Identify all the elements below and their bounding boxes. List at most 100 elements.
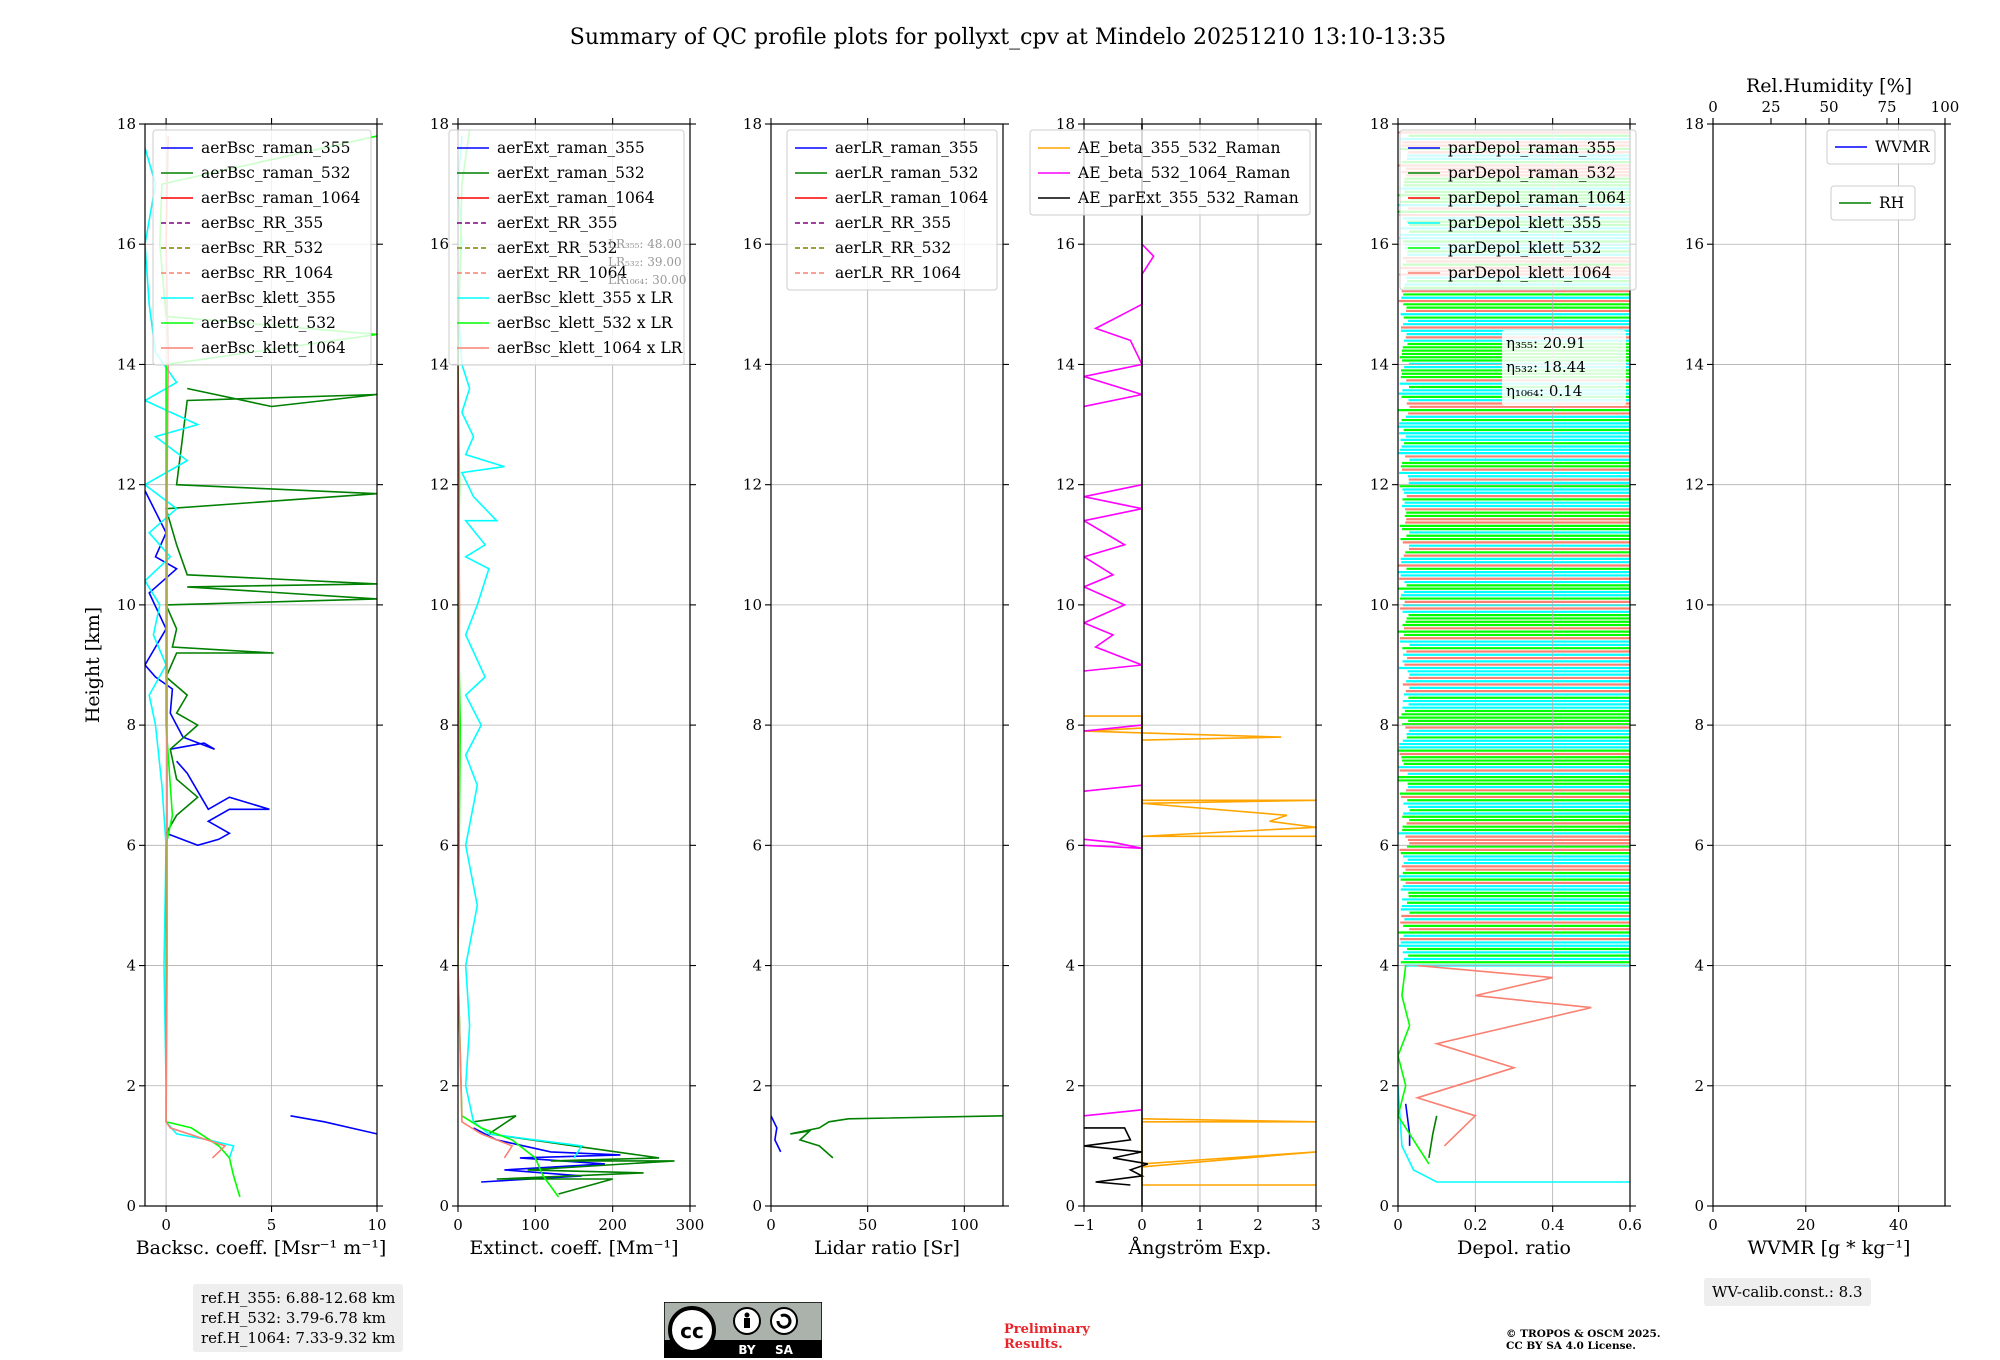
prelim-line-1: Preliminary [1004,1322,1090,1337]
y-tick-label: 12 [117,476,136,494]
axes-frame [1397,123,1631,1207]
legend-entry: aerLR_raman_1064 [835,189,988,207]
legend: WVMR RH [1826,129,1936,221]
series-layer [1398,964,1630,1183]
x-tick-label: 0 [1708,1216,1718,1234]
series-line-aerbsc-raman-355 [290,1115,377,1135]
legend-entry: aerExt_RR_532 [497,239,618,257]
series-line-ae-parext-355-532-raman [1084,1127,1149,1186]
wv-calib-const: WV-calib.const.: 8.3 [1712,1283,1863,1301]
y-tick-label: 16 [117,235,136,253]
legend-entry: aerLR_RR_355 [835,214,951,232]
y-tick-label: 8 [126,716,136,734]
series-layer [771,1115,1003,1159]
legend-entry: RH [1879,194,1904,212]
cc-license-badge: cc BY SA [664,1302,822,1358]
legend-entry: aerExt_raman_532 [497,164,645,182]
x-tick-label: 0 [766,1216,776,1234]
x-axis-label: WVMR [g * kg⁻¹] [1748,1237,1911,1259]
y-tick-label: 0 [126,1197,136,1215]
x-tick-label: 0.6 [1618,1216,1642,1234]
top-x-tick-label: 25 [1761,98,1780,116]
y-tick-label: 16 [1370,235,1389,253]
y-tick-label: 0 [1065,1197,1075,1215]
sa-share-icon [770,1307,798,1335]
series-line-ae-beta-355-532-raman [1141,799,1316,838]
legend-entry: parDepol_raman_1064 [1448,189,1626,207]
legend-entry: aerBsc_RR_355 [201,214,323,232]
grid [1083,123,1317,1207]
y-tick-label: 4 [126,957,136,975]
legend-entry: aerExt_raman_1064 [497,189,655,207]
series-line-pardepol-raman-355 [1404,1103,1411,1146]
y-tick-label: 6 [752,836,762,854]
y-tick-label: 2 [752,1077,762,1095]
y-tick-label: 4 [1379,957,1389,975]
series-line-aerbsc-klett-1064-x-lr [458,364,514,1159]
series-line-aerext-raman-532 [473,1115,675,1195]
x-tick-label: −1 [1073,1216,1095,1234]
lr-label: LR₃₅₅: 48.00 [608,237,682,251]
ref-h-355: ref.H_355: 6.88-12.68 km [201,1289,396,1307]
legend-entry: aerBsc_klett_532 x LR [497,314,674,332]
y-tick-label: 2 [1065,1077,1075,1095]
y-tick-label: 10 [743,596,762,614]
y-tick-label: 16 [743,235,762,253]
panel-extinction: 0 100 200 300 0 2 4 6 8 10 12 14 16 18 Extinct. coeff.… [430,115,704,1259]
y-tick-label: 10 [117,596,136,614]
x-axis-label: Ångström Exp. [1128,1237,1272,1259]
y-tick-label: 10 [1685,596,1704,614]
y-tick-label: 12 [743,476,762,494]
y-tick-label: 2 [1379,1077,1389,1095]
top-x-tick-label: 0 [1708,98,1718,116]
legend-entry: aerExt_raman_355 [497,139,645,157]
legend-entry: aerBsc_klett_355 x LR [497,289,674,307]
legend-entry: aerExt_RR_1064 [497,264,628,282]
y-tick-label: 6 [1694,836,1704,854]
y-tick-label: 10 [1370,596,1389,614]
legend: aerExt_raman_355 aerExt_raman_532 aerExt_r… [448,129,685,366]
series-line-aerbsc-klett-355-x-lr [458,135,584,1159]
cc-text: cc [680,1319,704,1343]
y-tick-label: 14 [430,355,449,373]
x-tick-label: 1 [1195,1216,1205,1234]
x-tick-label: 300 [676,1216,705,1234]
reference-height-box: ref.H_355: 6.88-12.68 km ref.H_532: 3.79… [193,1284,404,1352]
x-tick-label: 5 [267,1216,277,1234]
x-tick-label: 2 [1253,1216,1263,1234]
y-tick-label: 14 [1685,355,1704,373]
eta-label: η₅₃₂: 18.44 [1506,358,1586,376]
legend-entry: aerBsc_raman_532 [201,164,351,182]
x-tick-label: 20 [1796,1216,1815,1234]
top-x-tick-label: 75 [1877,98,1896,116]
legend-entry: parDepol_klett_1064 [1448,264,1611,282]
y-tick-label: 10 [1056,596,1075,614]
x-tick-label: 50 [858,1216,877,1234]
y-tick-label: 0 [1694,1197,1704,1215]
series-line-ae-beta-532-1064-raman [1084,483,1143,672]
series-line-ae-beta-532-1064-raman [1084,838,1143,850]
x-axis-label: Lidar ratio [Sr] [814,1237,960,1259]
y-tick-label: 18 [117,115,136,133]
legend: AE_beta_355_532_Raman AE_beta_532_1064_Ra… [1029,129,1311,216]
ref-h-1064: ref.H_1064: 7.33-9.32 km [201,1329,396,1347]
x-tick-label: 0.4 [1541,1216,1565,1234]
y-tick-label: 14 [743,355,762,373]
axes-frame [457,123,691,1207]
legend-entry: AE_beta_355_532_Raman [1077,139,1280,157]
series-line-ae-beta-532-1064-raman [1084,724,1143,732]
legend-entry: parDepol_raman_532 [1448,164,1616,182]
legend-entry: aerLR_RR_1064 [835,264,961,282]
legend-entry: aerBsc_RR_1064 [201,264,333,282]
lr-label: LR₅₃₂: 39.00 [608,255,682,269]
y-tick-label: 12 [1685,476,1704,494]
y-tick-label: 18 [1056,115,1075,133]
y-tick-label: 8 [1694,716,1704,734]
x-axis-label: Depol. ratio [1457,1237,1571,1259]
y-tick-label: 6 [439,836,449,854]
legend-entry: aerBsc_klett_532 [201,314,336,332]
top-x-tick-label: 100 [1931,98,1960,116]
x-tick-label: 40 [1889,1216,1908,1234]
